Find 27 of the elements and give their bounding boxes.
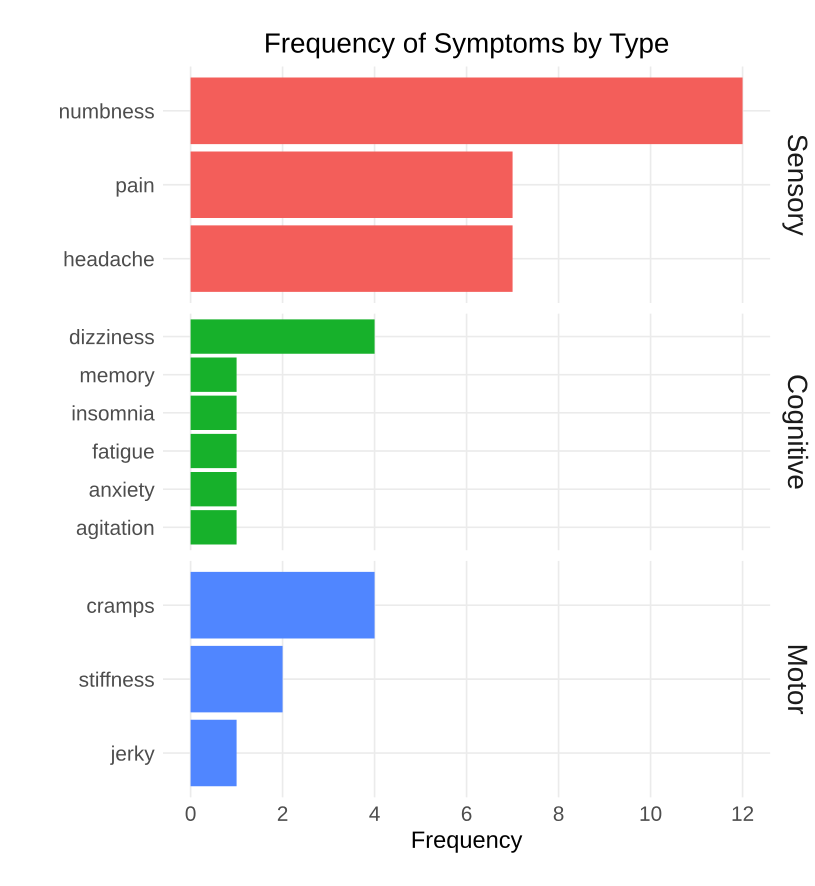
y-tick-label: headache bbox=[64, 251, 154, 266]
x-tick-label: 0 bbox=[186, 806, 196, 822]
x-tick-label: 12 bbox=[732, 806, 754, 821]
y2-axis-title: Sensory bbox=[782, 135, 808, 236]
y-tick-label: fatigue bbox=[92, 443, 154, 463]
x-axis-title: Frequency bbox=[412, 832, 522, 853]
y-tick-label: memory bbox=[80, 371, 155, 387]
y-tick-label: anxiety bbox=[90, 482, 155, 502]
x-tick-label: 8 bbox=[554, 806, 564, 822]
y-tick-label: agitation bbox=[76, 520, 154, 540]
x-tick-label: 2 bbox=[278, 806, 288, 821]
x-tick-label: 4 bbox=[369, 806, 380, 821]
bar bbox=[190, 646, 283, 712]
chart-title: Frequency of Symptoms by Type bbox=[266, 32, 668, 58]
y-tick-label: numbness bbox=[60, 103, 154, 119]
y-tick-label: stiffness bbox=[79, 672, 154, 687]
x-tick-label: 10 bbox=[640, 806, 662, 822]
y-tick-label: dizziness bbox=[70, 328, 154, 344]
y2-axis-title: Cognitive bbox=[782, 375, 808, 489]
x-tick-label: 6 bbox=[462, 806, 472, 822]
y-tick-label: pain bbox=[116, 177, 154, 197]
y-tick-label: insomnia bbox=[72, 405, 155, 421]
bar bbox=[190, 720, 237, 786]
y-tick-label: cramps bbox=[87, 602, 154, 618]
bar bbox=[190, 572, 375, 638]
y-tick-label: jerky bbox=[110, 745, 155, 765]
y2-axis-title: Motor bbox=[788, 646, 808, 714]
